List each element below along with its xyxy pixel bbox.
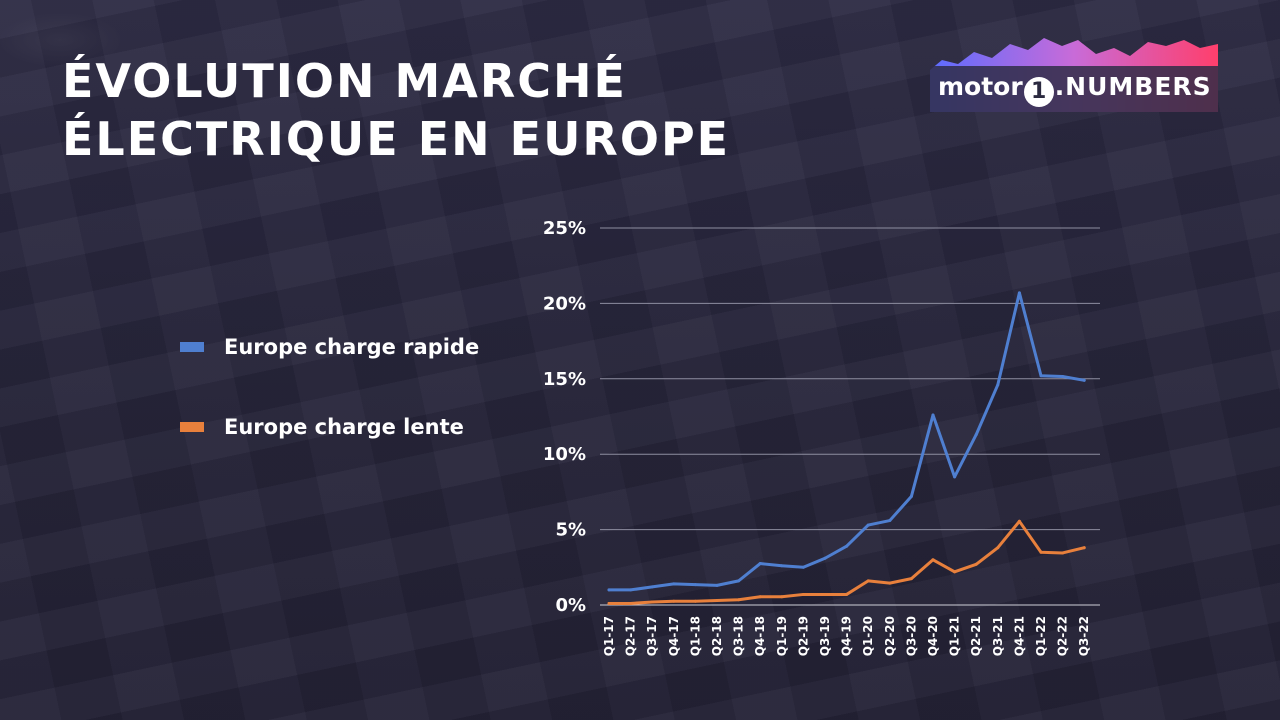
x-tick-label: Q3-19 (818, 616, 832, 656)
data-point-lente (801, 592, 805, 596)
x-tick-label: Q1-17 (602, 616, 616, 656)
data-point-rapide (801, 565, 805, 569)
data-point-lente (974, 562, 978, 566)
legend-label-lente: Europe charge lente (224, 415, 464, 439)
data-point-lente (758, 595, 762, 599)
data-point-lente (888, 581, 892, 585)
x-tick-label: Q1-18 (688, 616, 702, 656)
data-point-rapide (1061, 375, 1065, 379)
y-tick-label: 0% (555, 595, 586, 616)
page-title-line-1: ÉVOLUTION MARCHÉ (62, 54, 627, 108)
y-tick-label: 25% (543, 218, 586, 239)
data-point-rapide (909, 494, 913, 498)
legend-swatch-rapide (180, 342, 204, 352)
x-tick-label: Q1-22 (1034, 616, 1048, 656)
x-tick-label: Q1-19 (775, 616, 789, 656)
data-point-rapide (758, 562, 762, 566)
y-tick-label: 10% (543, 444, 586, 465)
data-point-rapide (1017, 291, 1021, 295)
x-tick-label: Q2-20 (883, 616, 897, 656)
data-point-rapide (693, 583, 697, 587)
data-point-lente (866, 579, 870, 583)
data-point-lente (607, 601, 611, 605)
data-point-lente (1082, 546, 1086, 550)
legend-swatch-lente (180, 422, 204, 432)
x-tick-label: Q4-19 (840, 616, 854, 656)
data-point-lente (1017, 519, 1021, 523)
data-point-lente (845, 592, 849, 596)
x-tick-label: Q3-21 (991, 616, 1005, 656)
data-point-lente (931, 558, 935, 562)
x-tick-label: Q3-17 (645, 616, 659, 656)
data-point-rapide (931, 413, 935, 417)
data-point-lente (672, 599, 676, 603)
x-tick-label: Q1-21 (948, 616, 962, 656)
x-tick-label: Q3-20 (904, 616, 918, 656)
series-line-lente (607, 519, 1086, 605)
data-point-lente (953, 570, 957, 574)
x-tick-label: Q3-22 (1077, 616, 1091, 656)
logo-numbers: .NUMBERS (1054, 72, 1212, 101)
data-point-rapide (866, 523, 870, 527)
chart-legend: Europe charge rapide Europe charge lente (180, 330, 479, 490)
legend-item-lente: Europe charge lente (180, 410, 479, 444)
x-tick-label: Q2-19 (796, 616, 810, 656)
data-point-lente (1039, 550, 1043, 554)
legend-label-rapide: Europe charge rapide (224, 335, 480, 359)
data-point-lente (650, 600, 654, 604)
x-tick-label: Q4-21 (1012, 616, 1026, 656)
data-point-rapide (1039, 374, 1043, 378)
data-point-lente (780, 595, 784, 599)
data-point-rapide (650, 585, 654, 589)
x-tick-label: Q2-22 (1056, 616, 1070, 656)
x-tick-label: Q4-18 (753, 616, 767, 656)
data-point-rapide (996, 383, 1000, 387)
data-point-lente (1061, 551, 1065, 555)
logo-skyline-graphic (930, 38, 1218, 112)
data-point-rapide (672, 582, 676, 586)
x-tick-label: Q3-18 (732, 616, 746, 656)
data-point-lente (737, 598, 741, 602)
data-point-lente (823, 592, 827, 596)
y-tick-label: 15% (543, 369, 586, 390)
x-tick-label: Q2-17 (624, 616, 638, 656)
y-tick-label: 5% (555, 520, 586, 541)
data-point-lente (909, 577, 913, 581)
logo-brand: motor (938, 72, 1023, 101)
data-point-lente (629, 601, 633, 605)
x-tick-label: Q4-20 (926, 616, 940, 656)
data-point-lente (996, 546, 1000, 550)
data-point-rapide (845, 544, 849, 548)
data-point-rapide (629, 588, 633, 592)
legend-item-rapide: Europe charge rapide (180, 330, 479, 364)
data-point-rapide (953, 475, 957, 479)
data-point-rapide (737, 579, 741, 583)
x-tick-label: Q1-20 (861, 616, 875, 656)
data-point-rapide (607, 588, 611, 592)
logo-wordmark: motor 1 .NUMBERS (938, 72, 1212, 107)
data-point-lente (693, 599, 697, 603)
x-tick-label: Q4-17 (667, 616, 681, 656)
data-point-rapide (974, 433, 978, 437)
data-point-rapide (780, 564, 784, 568)
motor1-numbers-logo: motor 1 .NUMBERS (930, 36, 1218, 114)
y-tick-label: 20% (543, 293, 586, 314)
data-point-rapide (823, 556, 827, 560)
x-tick-label: Q2-18 (710, 616, 724, 656)
data-point-lente (715, 598, 719, 602)
data-point-rapide (715, 583, 719, 587)
data-point-rapide (888, 519, 892, 523)
page-title-line-2: ÉLECTRIQUE EN EUROPE (62, 112, 731, 166)
page-title: ÉVOLUTION MARCHÉ ÉLECTRIQUE EN EUROPE (62, 52, 730, 168)
data-point-rapide (1082, 378, 1086, 382)
logo-mark-1: 1 (1023, 77, 1054, 107)
x-tick-label: Q2-21 (969, 616, 983, 656)
